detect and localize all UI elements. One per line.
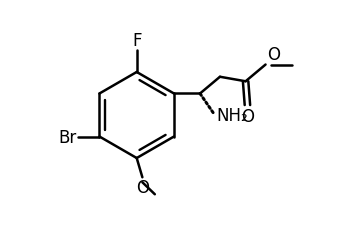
Text: O: O — [267, 46, 280, 64]
Text: F: F — [132, 32, 142, 50]
Text: Br: Br — [59, 128, 77, 146]
Text: NH₂: NH₂ — [217, 106, 248, 125]
Text: O: O — [136, 179, 149, 197]
Text: O: O — [241, 107, 254, 125]
